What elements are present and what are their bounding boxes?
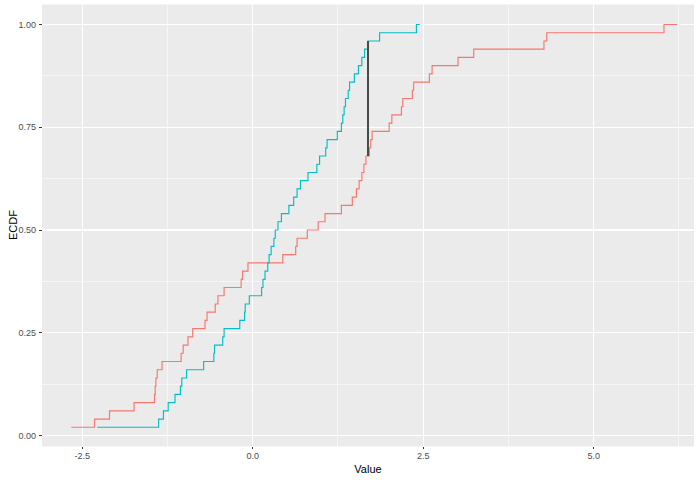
- ecdf-plot-canvas: -2.5 0.0 2.5 5.0 0.00 0.25 0.50 0.75 1.00: [0, 0, 700, 480]
- ecdf-figure: -2.50.02.55.00.000.250.500.751.00 Value …: [0, 0, 700, 480]
- x-axis-title: Value: [42, 464, 694, 475]
- y-axis-title: ECDF: [8, 210, 19, 240]
- x-tick-label: 5.0: [587, 451, 600, 461]
- y-tick-label: 0.50: [18, 225, 36, 235]
- y-tick-label: 0.75: [18, 122, 36, 132]
- y-tick-label: 0.25: [18, 328, 36, 338]
- x-tick-label: 0.0: [246, 451, 259, 461]
- x-tick-label: 2.5: [417, 451, 430, 461]
- y-tick-label: 1.00: [18, 20, 36, 30]
- x-tick-label: -2.5: [74, 451, 90, 461]
- y-tick-label: 0.00: [18, 431, 36, 441]
